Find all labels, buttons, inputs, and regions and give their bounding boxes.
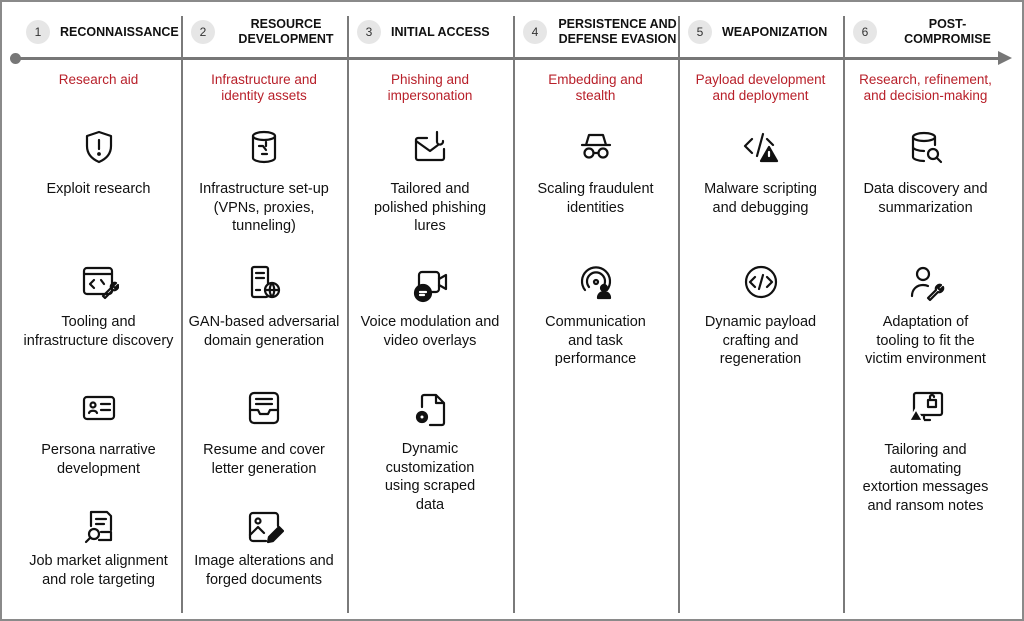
item-label: Job market alignment and role targeting	[29, 553, 168, 588]
database-network-icon	[244, 127, 284, 167]
item-label: Data discovery and summarization	[863, 181, 988, 216]
code-window-wrench-icon	[79, 262, 119, 302]
stage-header: 4 PERSISTENCE AND DEFENSE EVASION	[513, 16, 678, 48]
item-label: Scaling fraudulent identities	[537, 181, 654, 216]
stage-divider	[347, 16, 349, 613]
stage-title: POST-COMPROMISE	[904, 17, 991, 46]
stage-subtitle: Payload development and deployment	[695, 72, 826, 103]
item-label: Tailored and polished phishing lures	[373, 181, 487, 234]
item-label: Malware scripting and debugging	[704, 181, 817, 216]
stage-number-badge: 4	[523, 20, 547, 44]
stage-header: 2 RESOURCE DEVELOPMENT	[181, 16, 347, 48]
item-label: Tooling and infrastructure discovery	[23, 314, 174, 349]
server-globe-icon	[244, 262, 284, 302]
stage-title: RECONNAISSANCE	[60, 24, 179, 39]
shield-alert-icon	[79, 127, 119, 167]
mail-hook-icon	[410, 127, 450, 167]
timeline-arrow-head	[998, 51, 1012, 65]
item-label: Dynamic customization using scraped data	[384, 441, 476, 513]
stage-divider	[843, 16, 845, 613]
image-edit-icon	[244, 507, 285, 547]
code-warning-icon	[741, 127, 781, 167]
stage-column-6: 6 POST-COMPROMISE Research, refinement, an…	[843, 16, 1008, 613]
stage-title: INITIAL ACCESS	[391, 24, 490, 39]
id-card-icon	[79, 388, 119, 428]
person-wrench-icon	[906, 262, 946, 302]
stage-number-badge: 5	[688, 20, 712, 44]
stage-column-2: 2 RESOURCE DEVELOPMENT Infrastructure and …	[181, 16, 347, 613]
stage-column-4: 4 PERSISTENCE AND DEFENSE EVASION Embeddin…	[513, 16, 678, 613]
stage-subtitle: Infrastructure and identity assets	[211, 72, 317, 103]
database-search-icon	[906, 127, 946, 167]
item-label: Infrastructure set-up (VPNs, proxies, tu…	[199, 181, 329, 234]
item-label: Dynamic payload crafting and regeneratio…	[704, 314, 817, 367]
stage-column-5: 5 WEAPONIZATION Payload development and de…	[678, 16, 843, 613]
stage-subtitle: Research, refinement, and decision-makin…	[859, 72, 992, 103]
stage-title: WEAPONIZATION	[722, 24, 828, 39]
item-label: Persona narrative development	[41, 442, 156, 477]
document-search-icon	[79, 507, 119, 547]
item-label: Tailoring and automating extortion messa…	[862, 442, 989, 514]
stage-number-badge: 2	[191, 20, 215, 44]
stage-divider	[181, 16, 183, 613]
stage-title: PERSISTENCE AND DEFENSE EVASION	[558, 17, 677, 46]
item-label: Exploit research	[46, 181, 151, 197]
stage-header: 1 RECONNAISSANCE	[16, 16, 181, 48]
stage-number-badge: 6	[853, 20, 877, 44]
item-label: Resume and cover letter generation	[203, 442, 325, 477]
stage-column-1: 1 RECONNAISSANCE Research aid Exploit rese…	[16, 16, 181, 613]
stage-subtitle: Embedding and stealth	[548, 72, 643, 103]
item-label: Communication and task performance	[545, 314, 646, 367]
monitor-lock-warning-icon	[906, 388, 946, 428]
stage-title: RESOURCE DEVELOPMENT	[238, 17, 334, 46]
document-gear-icon	[410, 390, 450, 430]
inbox-tray-icon	[244, 388, 284, 428]
item-label: GAN-based adversarial domain generation	[188, 314, 340, 349]
item-label: Adaptation of tooling to fit the victim …	[865, 314, 986, 367]
stage-number-badge: 1	[26, 20, 50, 44]
stage-header: 3 INITIAL ACCESS	[347, 16, 513, 48]
incognito-icon	[576, 127, 616, 167]
stage-header: 5 WEAPONIZATION	[678, 16, 843, 48]
stage-divider	[678, 16, 680, 613]
timeline-axis	[16, 57, 1001, 60]
broadcast-person-icon	[576, 262, 616, 302]
stage-divider	[513, 16, 515, 613]
stage-subtitle: Research aid	[58, 72, 139, 87]
code-circle-icon	[741, 262, 781, 302]
item-label: Image alterations and forged documents	[194, 553, 334, 588]
stage-header: 6 POST-COMPROMISE	[843, 16, 1008, 48]
stage-column-3: 3 INITIAL ACCESS Phishing and impersonatio…	[347, 16, 513, 613]
item-label: Voice modulation and video overlays	[360, 314, 500, 349]
stage-number-badge: 3	[357, 20, 381, 44]
timeline-start-dot	[10, 53, 21, 64]
video-chat-icon	[410, 265, 450, 305]
stage-subtitle: Phishing and impersonation	[387, 72, 473, 103]
